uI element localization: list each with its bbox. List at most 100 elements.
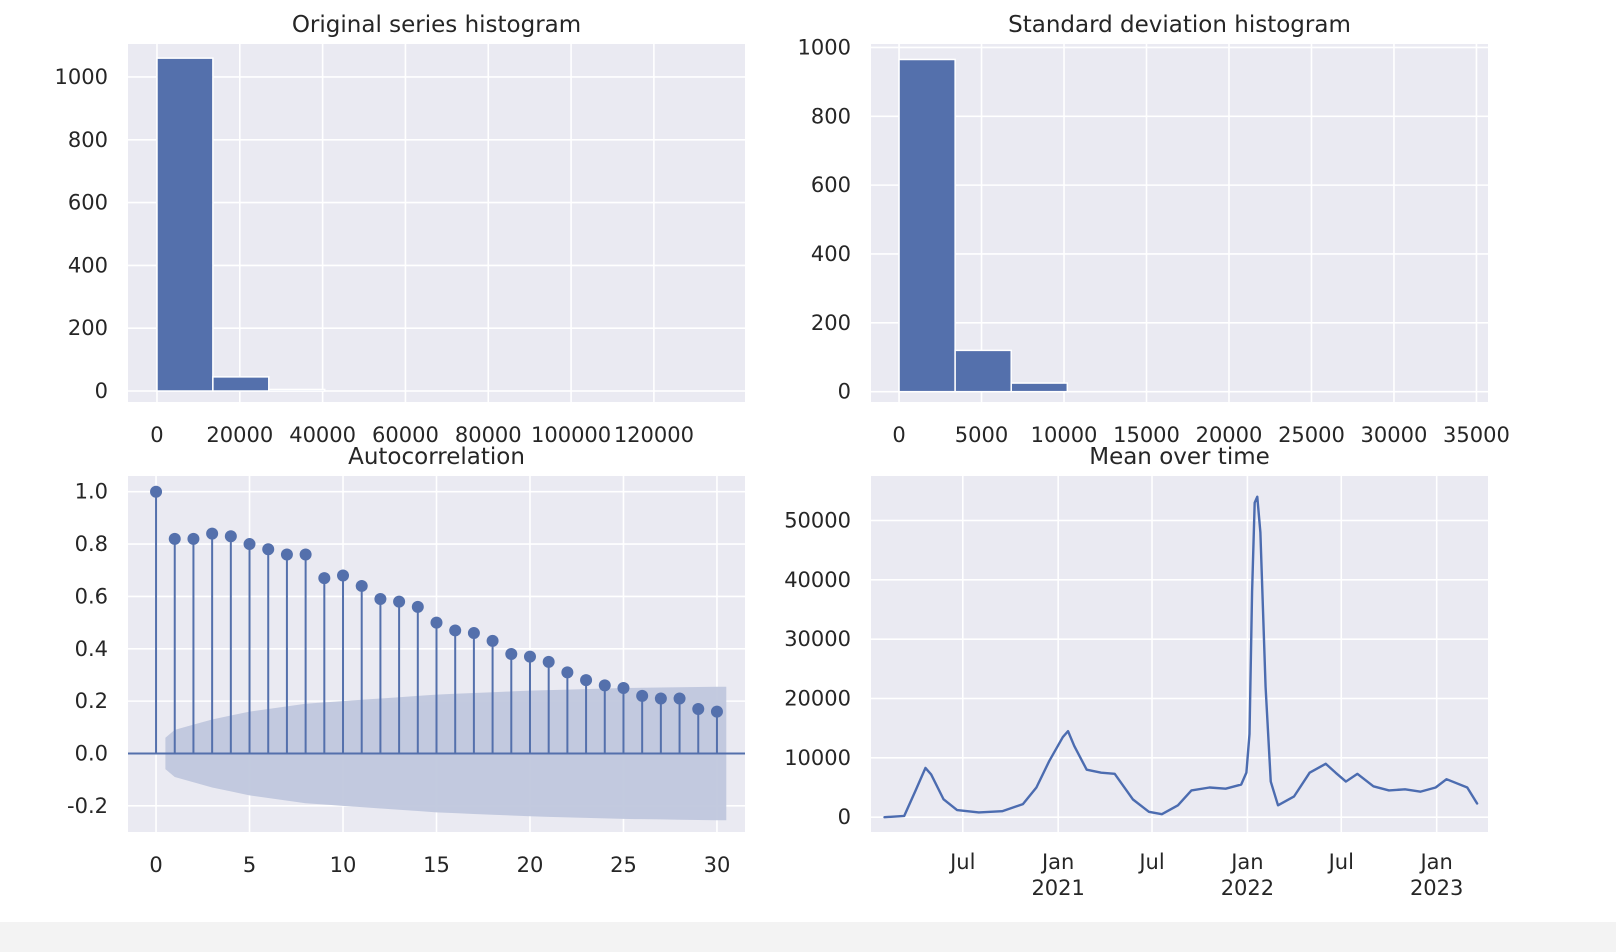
histogram-bar: [898, 58, 956, 393]
chart-title: Mean over time: [1089, 444, 1270, 470]
mean-over-time-panel: Mean over time 0 10000 20000 30000 40000 50000…: [784, 444, 1488, 900]
y-tick-label: 20000: [784, 687, 851, 711]
acf-point: [337, 569, 350, 582]
plot-background: [871, 44, 1488, 402]
y-tick-label: 0.2: [75, 689, 108, 713]
x-tick-label: Jan: [1040, 850, 1074, 874]
x-tick-label: Jan: [1418, 850, 1452, 874]
x-tick-label: 0: [150, 423, 163, 447]
x-tick-label: Jul: [948, 850, 975, 874]
x-tick-label: Jul: [1327, 850, 1354, 874]
x-tick-label: 2021: [1031, 876, 1084, 900]
y-tick-label: 30000: [784, 627, 851, 651]
acf-point: [636, 689, 649, 702]
acf-point: [150, 485, 163, 498]
acf-point: [580, 674, 593, 687]
x-tick-label: 0: [892, 423, 905, 447]
chart-title: Autocorrelation: [348, 444, 525, 470]
x-tick-label: 10: [330, 853, 357, 877]
y-tick-label: 600: [811, 173, 851, 197]
histogram-bar: [268, 388, 326, 392]
y-tick-label: 1.0: [75, 480, 108, 504]
x-tick-label: 0: [149, 853, 162, 877]
histogram-bar: [954, 349, 1012, 393]
x-tick-label: 35000: [1443, 423, 1510, 447]
acf-point: [542, 655, 555, 668]
x-tick-label: 60000: [372, 423, 439, 447]
y-tick-label: 0.8: [75, 532, 108, 556]
acf-point: [168, 532, 181, 545]
x-tick-label: 2023: [1410, 876, 1463, 900]
bottom-bar: [0, 922, 1616, 952]
y-tick-label: 0.0: [75, 741, 108, 765]
acf-point: [654, 692, 667, 705]
plot-background: [871, 476, 1488, 832]
acf-point: [224, 530, 237, 543]
acf-point: [430, 616, 443, 629]
y-tick-label: -0.2: [67, 794, 108, 818]
acf-point: [318, 572, 331, 585]
y-tick-label: 40000: [784, 568, 851, 592]
x-tick-label: Jul: [1137, 850, 1164, 874]
y-tick-label: 600: [68, 191, 108, 215]
acf-point: [411, 600, 424, 613]
x-tick-label: 15000: [1113, 423, 1180, 447]
chart-title: Standard deviation histogram: [1008, 12, 1351, 38]
x-tick-label: 25: [610, 853, 637, 877]
x-tick-label: 30: [704, 853, 731, 877]
x-tick-label: 2022: [1221, 876, 1274, 900]
original-series-histogram-panel: Original series histogram 0 200 400 600 800 10…: [55, 12, 745, 447]
histogram-bar: [212, 376, 270, 392]
x-tick-label: 20000: [1196, 423, 1263, 447]
x-tick-label: 25000: [1278, 423, 1345, 447]
acf-point: [617, 682, 630, 695]
y-tick-label: 0.6: [75, 584, 108, 608]
x-tick-label: 5: [243, 853, 256, 877]
acf-point: [467, 627, 480, 640]
y-tick-label: 1000: [55, 65, 108, 89]
acf-point: [262, 543, 275, 556]
y-tick-label: 10000: [784, 746, 851, 770]
acf-point: [561, 666, 574, 679]
acf-point: [523, 650, 536, 663]
autocorrelation-panel: Autocorrelation -0.2 0.0 0.2 0.4 0.6 0.8 1.0 0 5 1…: [67, 444, 745, 877]
y-tick-label: 0: [95, 379, 108, 403]
acf-point: [486, 634, 499, 647]
histogram-bar: [1010, 382, 1069, 393]
x-tick-label: 30000: [1361, 423, 1428, 447]
x-tick-label: 80000: [455, 423, 522, 447]
acf-point: [299, 548, 312, 561]
y-tick-label: 0: [838, 380, 851, 404]
acf-point: [505, 648, 518, 660]
x-tick-label: 15: [423, 853, 450, 877]
acf-point: [710, 705, 723, 718]
acf-point: [673, 692, 686, 705]
x-tick-label: 5000: [955, 423, 1008, 447]
figure: Original series histogram020040060080010…: [55, 12, 1510, 900]
y-tick-label: 50000: [784, 509, 851, 533]
mean-series-line: [883, 495, 1479, 819]
y-tick-label: 800: [68, 128, 108, 152]
acf-point: [355, 579, 368, 592]
acf-point: [393, 595, 406, 608]
x-tick-label: 120000: [614, 423, 694, 447]
plot-background: [128, 44, 745, 402]
y-tick-label: 800: [811, 104, 851, 128]
acf-point: [243, 538, 256, 551]
y-tick-label: 1000: [798, 35, 851, 59]
histogram-bar: [156, 57, 214, 392]
x-tick-label: 100000: [531, 423, 611, 447]
standard-deviation-histogram-panel: Standard deviation histogram 0 200 400 600 80…: [798, 12, 1510, 447]
acf-point: [206, 527, 219, 540]
acf-point: [280, 548, 293, 561]
acf-point: [449, 624, 462, 637]
acf-point: [692, 702, 705, 715]
y-tick-label: 0.4: [75, 637, 108, 661]
y-tick-label: 0: [838, 805, 851, 829]
y-tick-label: 200: [811, 311, 851, 335]
acf-point: [187, 532, 200, 545]
x-tick-label: 20: [517, 853, 544, 877]
y-tick-label: 400: [68, 253, 108, 277]
chart-title: Original series histogram: [292, 12, 581, 38]
acf-point: [598, 679, 611, 692]
